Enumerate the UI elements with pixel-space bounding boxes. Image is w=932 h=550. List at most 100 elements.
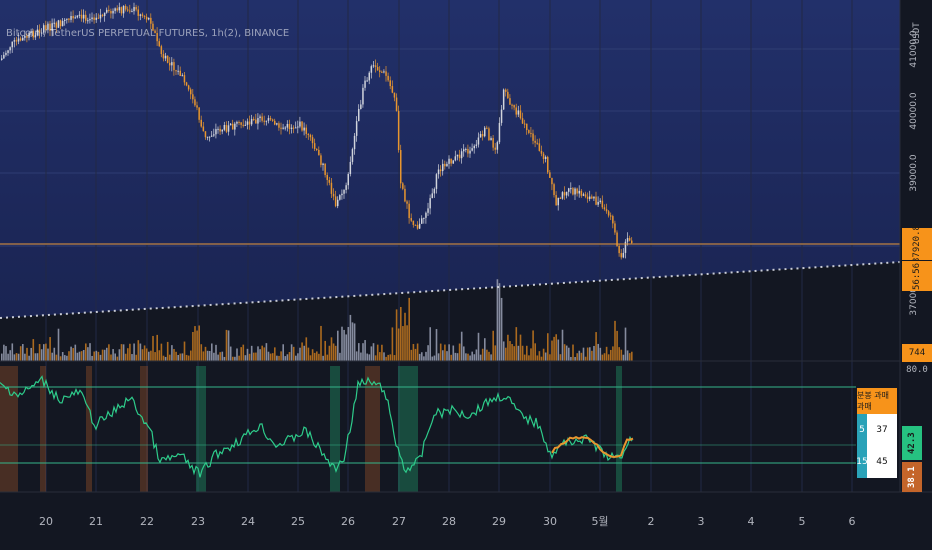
volume-bar <box>549 354 551 361</box>
candle-body <box>171 62 173 66</box>
volume-bar <box>169 354 171 361</box>
price-tick-label: 41000.0 <box>909 30 919 67</box>
volume-bar <box>444 344 446 361</box>
candle-body <box>26 35 28 38</box>
volume-bar <box>565 345 568 361</box>
date-tick-label: 2 <box>648 515 655 528</box>
rsi-shade <box>0 366 18 492</box>
rsi-period: 15 <box>856 446 868 478</box>
volume-bar <box>244 355 247 361</box>
volume-bar <box>620 349 623 361</box>
volume-bar <box>290 344 293 361</box>
candle-body <box>362 87 364 105</box>
candle-body <box>593 196 595 199</box>
price-candles[interactable] <box>1 2 633 260</box>
volume-bar <box>114 353 116 361</box>
volume-bar <box>530 348 532 361</box>
candle-body <box>66 18 68 20</box>
volume-bar <box>166 341 169 361</box>
volume-bar <box>181 353 184 361</box>
volume-bar <box>13 354 16 361</box>
volume-bar <box>605 346 608 361</box>
time-axis[interactable]: 20 21 22 23 24 25 26 27 28 29 30 5월 2 3 4 5 6 <box>39 515 856 528</box>
candle-body <box>324 163 326 175</box>
rsi-shade <box>616 366 622 492</box>
candle-body <box>496 142 499 150</box>
candle-body <box>595 196 597 205</box>
support-trendline[interactable] <box>0 261 901 319</box>
rsi-ma-value-tag: 38.1 <box>902 462 922 492</box>
candle-body <box>177 70 179 72</box>
candle-body <box>435 174 438 189</box>
volume-bar <box>22 344 24 361</box>
volume-bar <box>597 343 599 361</box>
volume-bar <box>414 348 417 361</box>
volume-bar <box>526 345 528 361</box>
candle-body <box>114 8 116 11</box>
volume-bar <box>309 355 312 361</box>
volume-bar <box>295 355 297 361</box>
candle-body <box>473 145 475 149</box>
symbol-legend[interactable]: Bitcoin / TetherUS PERPETUAL FUTURES, 1h… <box>6 28 290 39</box>
volume-bar <box>74 344 77 361</box>
volume-bar <box>393 355 396 361</box>
candle-body <box>330 182 333 194</box>
candle-body <box>628 238 631 241</box>
candle-body <box>242 124 244 126</box>
volume-bar <box>574 356 576 361</box>
candle-body <box>395 97 398 111</box>
volume-bar <box>381 344 383 361</box>
volume-bar <box>143 345 146 361</box>
candle-body <box>479 134 482 138</box>
candle-body <box>108 9 110 11</box>
volume-bar <box>227 330 230 361</box>
candle-body <box>87 20 89 22</box>
volume-bar <box>53 347 56 361</box>
candle-body <box>372 65 375 67</box>
volume-bar <box>64 355 66 361</box>
volume-bar <box>467 353 469 361</box>
volume-bar <box>24 353 26 361</box>
candle-body <box>391 86 394 93</box>
candle-body <box>49 23 51 31</box>
volume-bar <box>593 345 595 361</box>
volume-bar <box>106 347 108 361</box>
candle-body <box>148 17 150 20</box>
volume-bar <box>28 355 30 361</box>
volume-bar <box>160 343 163 361</box>
volume-bar <box>229 346 232 361</box>
candle-body <box>7 50 9 53</box>
volume-bar <box>242 344 245 361</box>
candle-body <box>309 134 312 138</box>
volume-bar <box>179 353 182 361</box>
volume-bar <box>187 355 190 361</box>
volume-bar <box>492 330 494 361</box>
volume-bar <box>108 344 110 361</box>
volume-bar <box>278 355 280 361</box>
candle-body <box>400 150 402 184</box>
price-pane <box>0 0 900 318</box>
candle-body <box>223 125 226 130</box>
candle-body <box>502 89 505 110</box>
candle-body <box>278 123 280 128</box>
volume-bar <box>536 355 539 361</box>
candle-body <box>36 29 39 36</box>
candle-body <box>137 9 139 16</box>
candle-body <box>120 7 123 14</box>
candle-body <box>244 124 247 126</box>
volume-bar <box>9 350 11 361</box>
candle-body <box>460 151 463 159</box>
volume-bar <box>509 341 511 361</box>
volume-bar <box>578 350 581 361</box>
price-axis[interactable]: 41000.0 40000.0 39000.0 37000.0 <box>909 30 919 315</box>
volume-bar <box>370 346 373 361</box>
volume-bar <box>55 354 58 361</box>
candle-body <box>74 17 76 19</box>
candle-body <box>530 132 532 134</box>
volume-bar <box>456 353 459 361</box>
candle-body <box>307 133 310 135</box>
volume-bar <box>171 345 173 361</box>
volume-bar <box>259 349 261 361</box>
candle-body <box>555 195 557 206</box>
